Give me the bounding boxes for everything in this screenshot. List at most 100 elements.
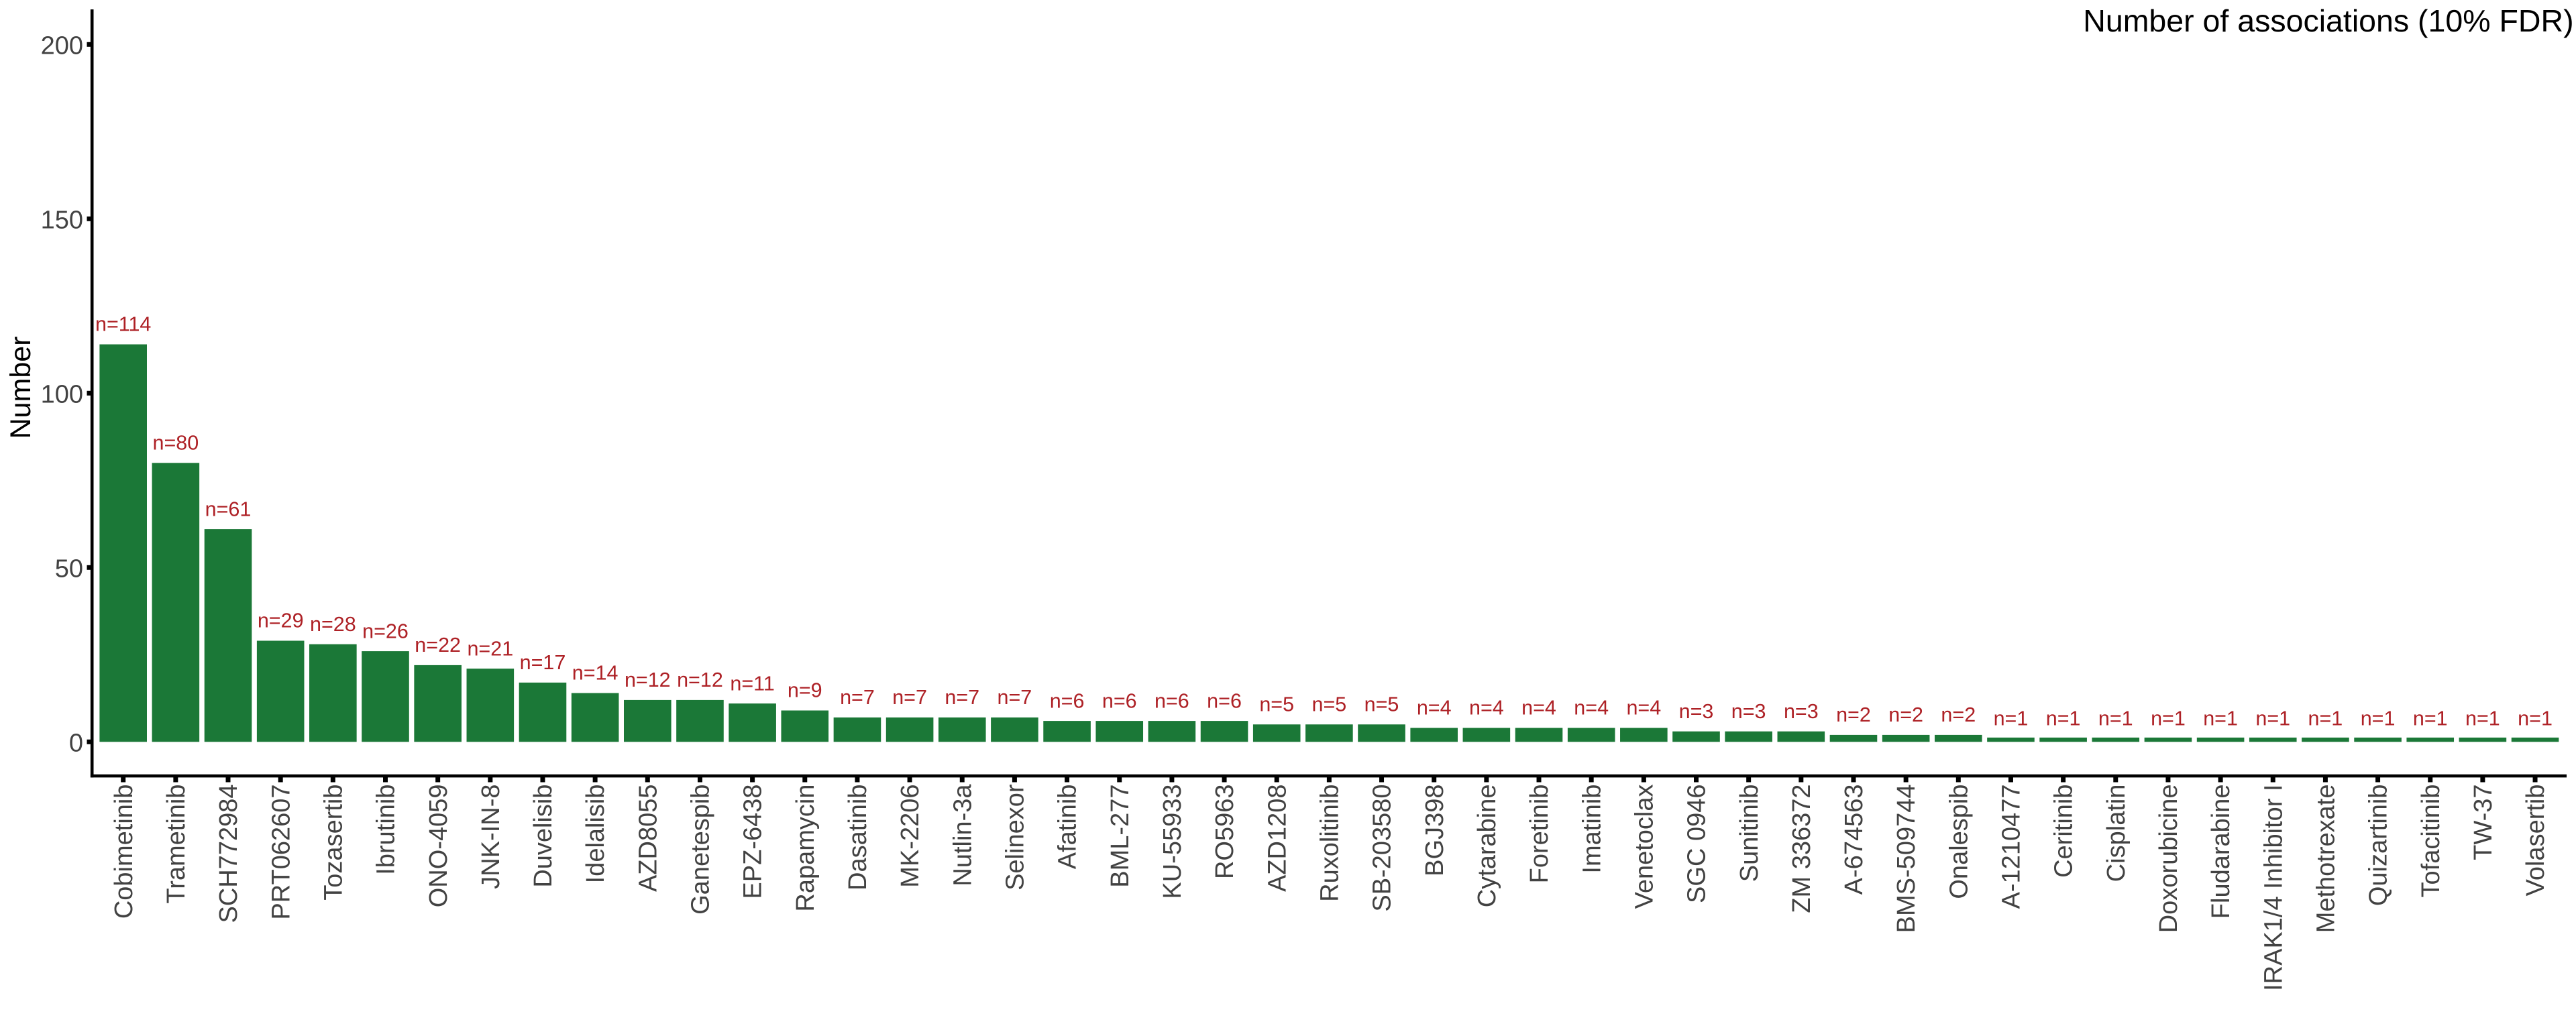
svg-text:Rapamycin: Rapamycin [792,785,820,912]
svg-text:AZD8055: AZD8055 [634,785,662,893]
svg-text:SGC 0946: SGC 0946 [1683,785,1711,903]
svg-text:IRAK1/4 Inhibitor I: IRAK1/4 Inhibitor I [2259,785,2288,991]
svg-text:n=2: n=2 [1888,703,1923,726]
svg-text:n=14: n=14 [572,662,619,685]
svg-text:n=4: n=4 [1469,697,1504,720]
svg-text:Cobimetinib: Cobimetinib [110,785,138,919]
svg-text:RO5963: RO5963 [1211,785,1239,880]
svg-text:n=3: n=3 [1679,700,1714,723]
svg-text:TW-37: TW-37 [2469,785,2498,860]
svg-text:n=22: n=22 [415,634,461,656]
svg-text:Cytarabine: Cytarabine [1473,785,1501,908]
svg-text:n=7: n=7 [945,686,979,709]
svg-text:n=17: n=17 [520,651,566,674]
svg-text:BGJ398: BGJ398 [1421,785,1449,876]
svg-text:200: 200 [41,32,83,60]
svg-text:n=114: n=114 [95,313,151,336]
svg-text:A-674563: A-674563 [1840,785,1868,895]
svg-text:n=5: n=5 [1259,693,1294,716]
svg-text:Dasatinib: Dasatinib [844,785,872,891]
svg-text:Venetoclax: Venetoclax [1630,785,1658,909]
svg-text:n=4: n=4 [1521,697,1556,720]
svg-text:ONO-4059: ONO-4059 [425,785,453,908]
svg-text:Trametinib: Trametinib [162,785,191,904]
svg-text:n=2: n=2 [1836,703,1871,726]
svg-text:Duvelisib: Duvelisib [529,785,557,888]
svg-text:Fludarabine: Fludarabine [2207,785,2235,919]
svg-text:0: 0 [69,730,83,758]
svg-text:Ruxolitinib: Ruxolitinib [1316,785,1344,902]
svg-text:Ibrutinib: Ibrutinib [372,785,400,875]
svg-text:50: 50 [55,555,83,583]
svg-text:n=1: n=1 [1994,707,2029,730]
svg-text:n=4: n=4 [1626,697,1661,720]
svg-text:n=61: n=61 [205,498,252,520]
svg-text:n=9: n=9 [788,679,822,702]
svg-text:n=7: n=7 [892,686,927,709]
svg-text:n=6: n=6 [1207,689,1242,712]
svg-text:n=80: n=80 [153,432,199,455]
svg-text:n=26: n=26 [362,620,409,642]
svg-text:n=1: n=1 [2518,707,2553,730]
svg-text:A-1210477: A-1210477 [1998,785,2026,909]
svg-text:n=1: n=1 [2046,707,2081,730]
svg-text:Tozasertib: Tozasertib [319,785,347,901]
svg-text:Ganetespib: Ganetespib [687,785,715,915]
svg-text:100: 100 [41,381,83,409]
svg-text:BMS-509744: BMS-509744 [1892,785,1921,933]
svg-text:150: 150 [41,207,83,235]
svg-text:ZM 336372: ZM 336372 [1788,785,1816,913]
svg-text:Cisplatin: Cisplatin [2102,785,2131,882]
svg-text:n=4: n=4 [1574,697,1609,720]
svg-text:n=1: n=1 [2098,707,2133,730]
svg-text:n=1: n=1 [2203,707,2238,730]
svg-text:n=6: n=6 [1050,689,1085,712]
svg-text:n=7: n=7 [840,686,875,709]
svg-text:n=3: n=3 [1731,700,1766,723]
svg-text:MK-2206: MK-2206 [896,785,924,888]
svg-text:Number: Number [5,337,37,439]
svg-text:Tofacitinib: Tofacitinib [2417,785,2445,898]
svg-text:n=7: n=7 [998,686,1032,709]
svg-text:AZD1208: AZD1208 [1263,785,1291,893]
svg-text:Doxorubicine: Doxorubicine [2155,785,2183,933]
svg-text:Afatinib: Afatinib [1054,785,1082,870]
svg-text:Number of associations (10% FD: Number of associations (10% FDR) [2083,3,2573,38]
svg-text:n=2: n=2 [1941,703,1976,726]
svg-text:Imatinib: Imatinib [1578,785,1606,874]
svg-text:BML-277: BML-277 [1106,785,1134,888]
svg-text:n=29: n=29 [258,610,304,632]
svg-text:KU-55933: KU-55933 [1159,785,1187,899]
svg-text:SB-203580: SB-203580 [1368,785,1397,912]
svg-text:JNK-IN-8: JNK-IN-8 [477,785,505,889]
svg-text:n=1: n=1 [2308,707,2343,730]
svg-text:Idelalisib: Idelalisib [582,785,610,884]
svg-text:n=6: n=6 [1102,689,1137,712]
svg-text:Quizartinib: Quizartinib [2365,785,2393,907]
svg-text:n=1: n=1 [2465,707,2500,730]
svg-text:EPZ-6438: EPZ-6438 [739,785,767,899]
svg-text:Nutlin-3a: Nutlin-3a [949,784,977,886]
svg-text:n=5: n=5 [1312,693,1347,716]
svg-text:n=1: n=1 [2255,707,2290,730]
svg-text:n=3: n=3 [1784,700,1819,723]
svg-text:SCH772984: SCH772984 [215,785,243,923]
svg-text:n=28: n=28 [310,613,356,636]
svg-text:n=4: n=4 [1417,697,1452,720]
svg-text:Ceritinib: Ceritinib [2050,785,2078,878]
svg-text:n=1: n=1 [2151,707,2186,730]
svg-text:Volasertib: Volasertib [2522,785,2550,897]
svg-text:Foretinib: Foretinib [1525,785,1554,884]
svg-text:Sunitinib: Sunitinib [1735,785,1764,882]
svg-text:n=5: n=5 [1364,693,1399,716]
svg-text:n=1: n=1 [2361,707,2396,730]
svg-text:n=12: n=12 [625,669,671,691]
svg-text:PRT062607: PRT062607 [267,785,295,920]
svg-text:n=11: n=11 [730,672,774,695]
svg-text:Selinexor: Selinexor [1002,784,1030,891]
svg-text:n=1: n=1 [2413,707,2448,730]
svg-text:Onalespib: Onalespib [1945,785,1973,899]
svg-text:n=21: n=21 [467,637,513,660]
svg-text:Methotrexate: Methotrexate [2312,785,2341,933]
svg-text:n=12: n=12 [677,669,723,691]
